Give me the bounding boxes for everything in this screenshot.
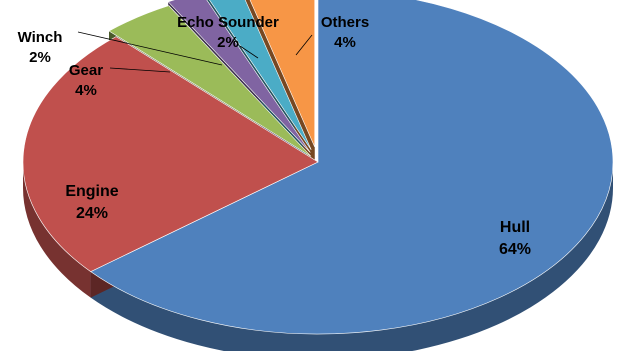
slice-value-engine: 24% xyxy=(76,205,108,222)
pie-slice-gear xyxy=(108,5,312,157)
leader-line-gear xyxy=(109,67,171,73)
slice-value-echo-sounder: 2% xyxy=(217,34,239,51)
slice-value-winch: 2% xyxy=(29,49,51,66)
slice-value-hull: 64% xyxy=(499,241,531,258)
pie-slice-engine-side xyxy=(23,162,91,298)
slice-label-winch: Winch xyxy=(18,29,63,46)
leader-line-others xyxy=(295,34,313,56)
pie-slice-others xyxy=(249,0,316,148)
pie-slice-echo-sounder xyxy=(209,0,312,150)
slice-value-gear: 4% xyxy=(75,82,97,99)
slice-label-echo-sounder: Echo Sounder xyxy=(177,14,279,31)
slice-label-gear: Gear xyxy=(69,62,103,79)
pie-slice-hull xyxy=(90,0,614,335)
leader-line-echo-sounder xyxy=(239,45,259,59)
slice-label-engine: Engine xyxy=(65,183,118,200)
slice-value-others: 4% xyxy=(334,34,356,51)
pie-slice-winch xyxy=(167,0,311,153)
pie-slice-engine xyxy=(22,36,319,272)
slice-label-hull: Hull xyxy=(500,219,530,236)
slice-label-others: Others xyxy=(321,14,369,31)
leader-line-winch xyxy=(77,31,223,66)
